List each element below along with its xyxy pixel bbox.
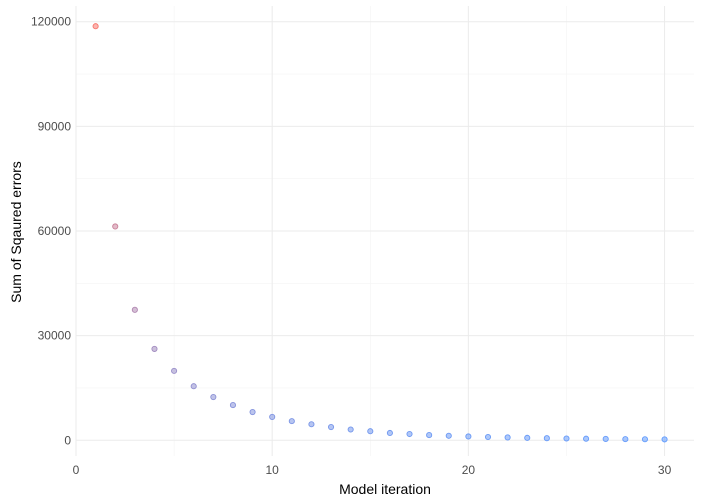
data-point [426, 432, 433, 439]
data-point [622, 436, 629, 443]
y-tick-label: 90000 [38, 119, 72, 133]
x-tick-label: 10 [266, 463, 280, 477]
data-point [229, 402, 237, 409]
data-point [249, 408, 256, 416]
data-point [288, 418, 295, 425]
data-point [308, 421, 315, 428]
data-point [563, 435, 570, 442]
data-point [190, 383, 197, 390]
data-point [210, 393, 217, 401]
y-tick-label: 30000 [38, 329, 72, 343]
data-point [524, 434, 531, 441]
y-axis-title: Sum of Sqaured errors [8, 161, 24, 303]
data-point [367, 428, 374, 435]
data-point [347, 426, 354, 433]
data-point [484, 433, 492, 441]
data-point [171, 367, 178, 374]
data-point [112, 223, 119, 230]
y-tick-label: 0 [64, 433, 71, 447]
data-point [543, 435, 550, 442]
data-point [583, 435, 590, 442]
data-point [504, 434, 511, 441]
grid [75, 6, 694, 456]
data-point [406, 430, 413, 438]
data-point [269, 413, 276, 420]
data-point [131, 306, 138, 313]
y-axis-ticks: 0 30000 60000 90000 120000 [31, 15, 71, 448]
x-axis-title: Model iteration [339, 481, 431, 497]
x-tick-label: 20 [462, 463, 476, 477]
data-point [445, 432, 452, 439]
data-point [602, 435, 609, 442]
data-point [386, 429, 393, 437]
x-tick-label: 30 [658, 463, 672, 477]
data-point [661, 436, 668, 443]
x-tick-label: 0 [73, 463, 80, 477]
y-tick-label: 120000 [31, 15, 71, 29]
data-points [92, 23, 668, 443]
data-point [327, 423, 335, 431]
x-axis-ticks: 0 10 20 30 [73, 463, 672, 477]
data-point [151, 345, 158, 352]
y-tick-label: 60000 [38, 224, 72, 238]
data-point [465, 433, 472, 440]
data-point [92, 23, 99, 30]
data-point [641, 436, 649, 443]
